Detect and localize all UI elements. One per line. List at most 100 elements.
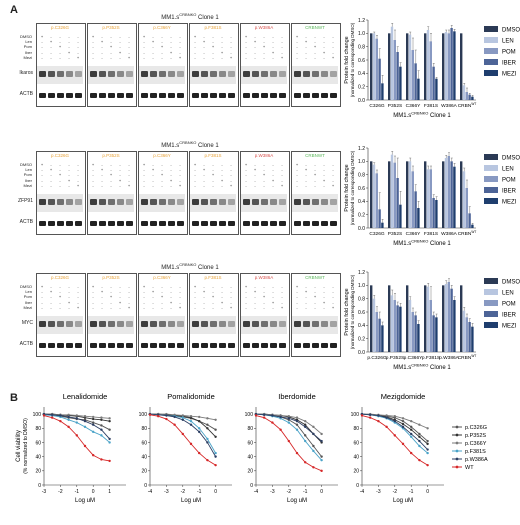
series-line [255,413,322,461]
data-point [279,415,282,419]
protein-band [57,321,64,327]
data-point [198,415,201,419]
protein-band [90,321,97,327]
actb-band [294,221,301,226]
treatment-mark: + [211,44,215,50]
treatment-mark: + [49,167,53,173]
treatment-mark: - [161,167,163,173]
protein-band [330,321,337,327]
treatment-mark: - [143,299,145,305]
actb-band [312,221,319,226]
treatment-mark: - [272,304,274,310]
treatment-mark: - [332,289,334,295]
bar [442,33,445,101]
treatment-mark: - [92,289,94,295]
legend-swatch [484,300,498,306]
data-point [59,419,62,423]
treatment-mark: - [179,44,181,50]
actb-band [141,221,148,226]
x-tick-label: -2 [393,489,398,495]
legend-label: POM [502,178,516,184]
actb-band [219,93,226,98]
y-tick-label: 100 [351,412,360,418]
treatment-mark: - [161,289,163,295]
treatment-mark: + [151,167,155,173]
treatment-mark: - [203,299,205,305]
protein-band [150,199,157,205]
protein-band [99,71,106,77]
mutant-label: p.F381S [204,275,222,280]
bar [372,164,376,228]
protein-band [252,71,259,77]
blot-frame [87,23,137,107]
category-label: p.F381S [422,355,440,361]
data-point [108,459,111,463]
treatment-mark: - [110,162,112,167]
bar [408,34,412,100]
treatment-mark: - [203,294,205,300]
treatment-mark: + [220,49,224,55]
blot-frame [240,273,290,357]
actb-band [192,93,199,98]
bar [393,162,396,228]
data-point [418,444,421,448]
treatment-mark: - [41,39,43,45]
actb-band [66,343,73,348]
data-point [108,441,111,444]
legend-label: LEN [502,39,514,45]
bar [396,305,399,352]
data-point [401,417,405,420]
x-tick-label: -2 [287,489,292,495]
x-label-tail: Clone 1 [428,365,451,371]
data-point [287,417,290,420]
protein-band [159,321,166,327]
treatment-mark: - [194,172,196,178]
bar [450,161,453,228]
actb-band [219,221,226,226]
actb-band [201,343,208,348]
bar [396,178,399,228]
y-tick-label: 20 [141,469,147,475]
data-point [67,413,70,416]
actb-band [168,343,175,348]
treatment-mark: - [281,172,283,178]
actb-band [159,221,166,226]
treatment-mark: - [212,34,214,39]
protein-band [294,199,301,205]
treatment-mark: - [50,177,52,183]
treatment-mark: - [254,304,256,310]
x-label-sup: CRBNKO [411,111,428,116]
treatment-mark: - [128,162,130,167]
data-point [189,415,193,418]
treatment-mark: - [179,294,181,300]
actb-band [201,221,208,226]
bar [426,30,430,100]
bar [399,306,402,352]
mutant-label: p.C366Y [153,153,171,158]
treatment-mark: - [263,284,265,289]
actb-band [150,93,157,98]
protein-band [39,71,46,77]
treatment-mark: - [77,162,79,167]
treatment-mark: - [272,54,274,60]
legend-label: MEZI [502,72,517,78]
y-tick-label: 80 [141,426,147,432]
protein-band [330,71,337,77]
protein-band [75,321,82,327]
treatment-mark: - [101,44,103,50]
treatment-mark: - [281,162,283,167]
mutant-label: p.P352S [102,25,120,30]
protein-band [210,71,217,77]
treatment-mark: - [68,294,70,300]
treatment-mark: - [263,304,265,310]
protein-band [108,199,115,205]
treatment-mark: - [152,299,154,305]
protein-band [210,321,217,327]
protein-band [117,199,124,205]
actb-band [99,93,106,98]
treatment-mark: - [143,44,145,50]
treatment-mark: - [281,167,283,173]
treatment-mark: + [169,299,173,305]
treatment-mark: - [296,54,298,60]
y-tick-label: 0.4 [358,71,365,77]
